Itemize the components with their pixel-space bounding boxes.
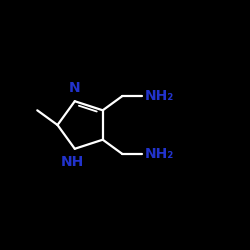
Text: N: N bbox=[69, 81, 80, 95]
Text: NH: NH bbox=[61, 155, 84, 169]
Text: NH₂: NH₂ bbox=[145, 147, 174, 161]
Text: NH₂: NH₂ bbox=[145, 89, 174, 103]
